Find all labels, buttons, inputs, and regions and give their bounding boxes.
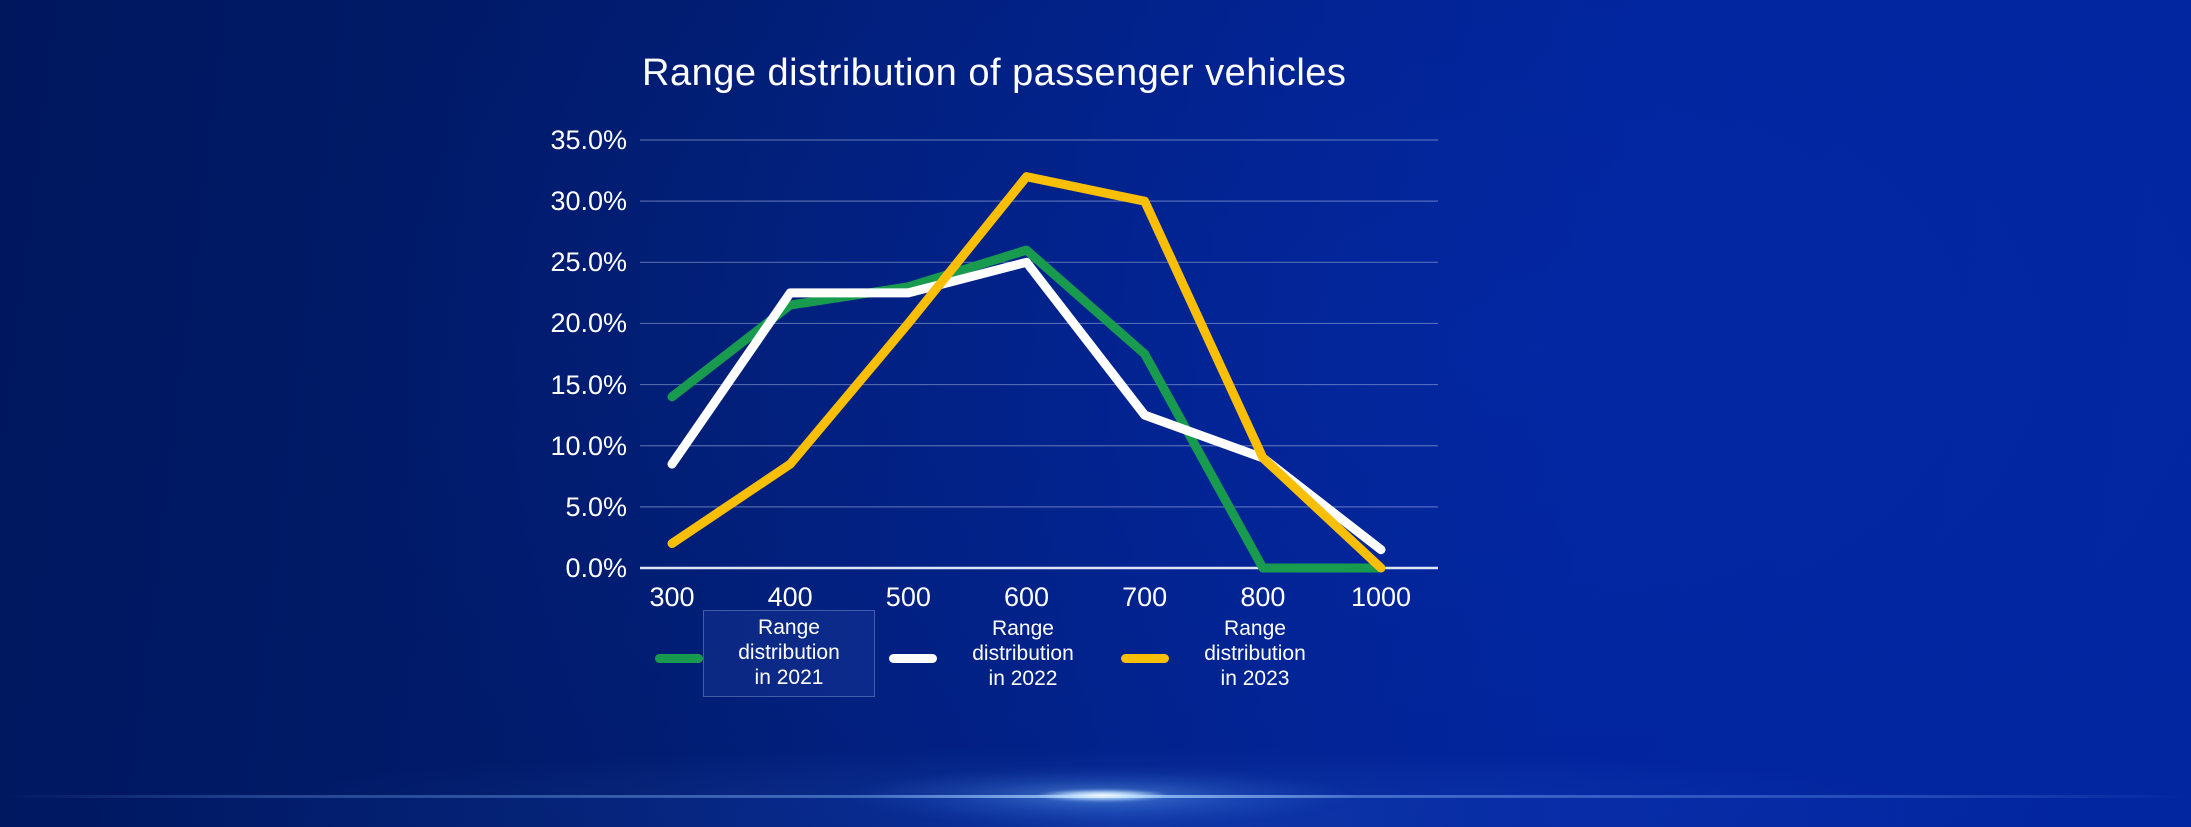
legend-label-line: Range: [758, 616, 820, 639]
x-axis-tick-label: 400: [767, 582, 813, 612]
legend-swatch-2021: [655, 654, 703, 663]
y-axis-tick-label: 20.0%: [550, 308, 627, 339]
legend-label-2021: Range distribution in 2021: [703, 610, 875, 697]
chart-title: Range distribution of passenger vehicles: [642, 52, 1347, 94]
y-axis-tick-label: 0.0%: [565, 553, 627, 583]
legend-label-line: distribution: [738, 641, 840, 664]
series-line-2023: [667, 172, 1386, 573]
floor-reflection: [0, 798, 2191, 827]
legend-label-line: Range: [1224, 617, 1286, 640]
legend-label-line: Range: [992, 617, 1054, 640]
legend-label-line: in 2022: [988, 667, 1058, 690]
x-axis-tick-label: 500: [885, 582, 931, 612]
y-axis-tick-label: 10.0%: [550, 430, 627, 461]
legend-swatch-2022: [889, 654, 937, 663]
legend-label-2022: Range distribution in 2022: [940, 616, 1106, 691]
legend-label-line: in 2021: [754, 666, 824, 689]
x-axis-tick-label: 1000: [1350, 582, 1412, 612]
x-axis-tick-label: 800: [1240, 582, 1286, 612]
y-axis-tick-label: 30.0%: [550, 186, 627, 217]
plot-area: [640, 139, 1438, 573]
y-axis-tick-label: 25.0%: [550, 247, 627, 278]
y-axis-tick-label: 35.0%: [550, 125, 627, 156]
x-axis-tick-label: 600: [1003, 582, 1050, 612]
legend-swatch-2023: [1121, 654, 1169, 663]
legend-label-line: distribution: [972, 642, 1074, 665]
legend-label-line: distribution: [1204, 642, 1306, 665]
legend-label-2023: Range distribution in 2023: [1172, 616, 1338, 691]
series-line-2021: [667, 245, 1386, 573]
y-axis-tick-label: 15.0%: [550, 369, 627, 400]
floor-ambient-glow: [150, 735, 2050, 797]
x-axis-tick-label: 700: [1122, 582, 1168, 612]
y-axis-tick-label: 5.0%: [565, 491, 627, 522]
x-axis-tick-label: 300: [649, 582, 695, 612]
legend-label-line: in 2023: [1220, 667, 1290, 690]
light-flare-core: [1035, 789, 1170, 802]
